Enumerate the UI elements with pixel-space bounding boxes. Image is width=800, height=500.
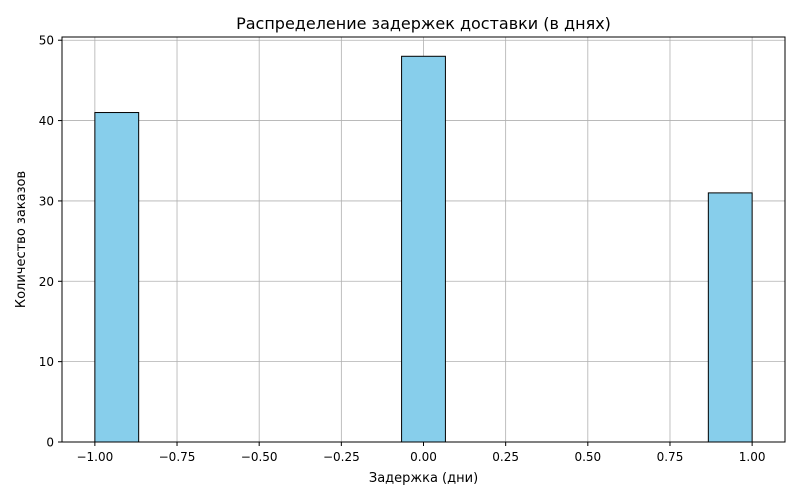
x-tick-label: 0.50 (574, 450, 601, 464)
x-tick-label: −1.00 (76, 450, 113, 464)
x-tick-label: 0.00 (410, 450, 437, 464)
histogram-bar (707, 192, 753, 443)
histogram-bar (94, 112, 140, 443)
y-axis-ticks: 0 10 20 30 40 50 (39, 34, 62, 450)
x-tick-label: −0.75 (159, 450, 196, 464)
y-tick-label: 50 (39, 34, 54, 48)
x-tick-label: 0.75 (657, 450, 684, 464)
y-tick-label: 10 (39, 355, 54, 369)
y-tick-label: 30 (39, 194, 54, 208)
x-axis-label: Задержка (дни) (369, 471, 478, 486)
chart-title: Распределение задержек доставки (в днях) (236, 14, 611, 33)
histogram-bar (401, 55, 446, 443)
y-tick-label: 40 (39, 114, 54, 128)
x-tick-label: −0.50 (241, 450, 278, 464)
y-tick-label: 0 (46, 436, 54, 450)
y-axis-label: Количество заказов (14, 171, 29, 308)
x-tick-label: 0.25 (492, 450, 519, 464)
bars (94, 55, 753, 443)
x-tick-label: −0.25 (323, 450, 360, 464)
x-axis-ticks: −1.00 −0.75 −0.50 −0.25 0.00 0.25 0.50 0.75 1.00 (76, 442, 765, 464)
y-tick-label: 20 (39, 275, 54, 289)
x-tick-label: 1.00 (739, 450, 766, 464)
